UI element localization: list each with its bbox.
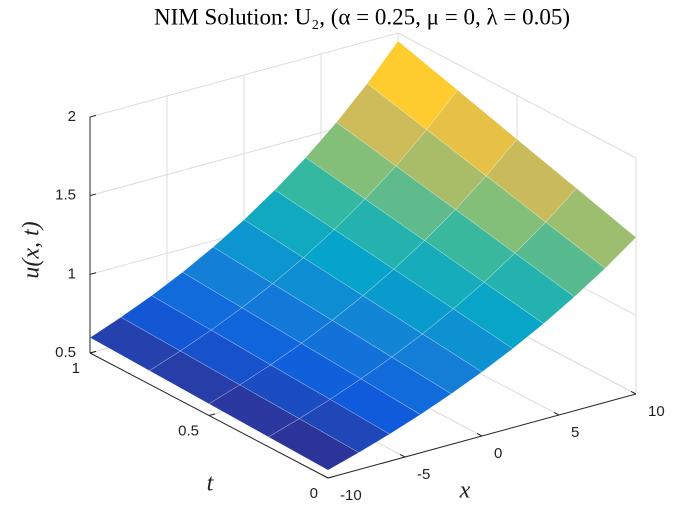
x-tick [630,390,637,395]
y-tick-label: 1 [72,360,80,377]
surface-cell [89,316,181,372]
surface-cell [331,295,424,358]
x-tick [553,411,560,416]
x-tick-label: 0 [494,445,502,462]
t-tick [89,350,97,354]
y-tick-label: 0 [310,485,318,502]
surface-cell [329,378,421,435]
z-tick [89,114,97,118]
x-tick [322,474,329,479]
surface-cell [298,399,391,453]
z-tick-label: 2 [68,108,76,125]
x-tick-label: -10 [340,487,362,504]
surface-cell [362,268,454,335]
x-axis-label: x [459,478,471,504]
t-tick [327,475,335,479]
t-axis-label: t [207,471,215,497]
x-tick [399,453,406,458]
z-axis-label: u(x, t) [19,221,45,278]
grid-line [397,32,637,159]
z-tick-label: 1.5 [55,187,76,204]
surface-cell [360,356,452,415]
surface-cell [267,418,360,471]
x-tick-label: 10 [648,403,665,420]
grid-line [89,32,399,118]
t-tick [208,413,216,416]
chart-title: NIM Solution: U₂, (α = 0.25, μ = 0, λ = … [154,4,570,29]
z-tick [89,272,97,275]
y-tick-label: 0.5 [178,422,199,439]
z-tick-label: 1 [68,265,76,282]
z-tick-label: 0.5 [55,344,76,361]
z-tick [89,193,97,197]
x-tick [476,432,483,437]
surface-cell [452,281,545,349]
x-tick-label: 5 [571,424,579,441]
x-tick-label: -5 [417,466,430,483]
